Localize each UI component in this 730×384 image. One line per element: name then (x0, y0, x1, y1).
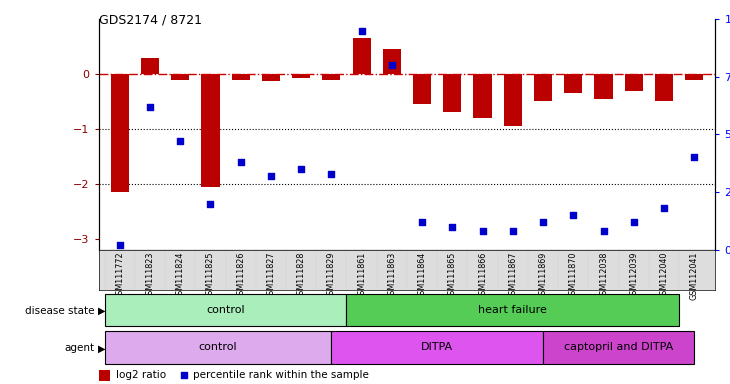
Text: GSM111863: GSM111863 (388, 252, 396, 300)
Text: GSM111866: GSM111866 (478, 252, 487, 300)
Point (144, 104, 155, 110)
Text: GSM111865: GSM111865 (447, 252, 457, 300)
Point (416, 219, 428, 225)
Point (628, 219, 639, 225)
Text: percentile rank within the sample: percentile rank within the sample (193, 370, 369, 381)
Bar (99, 370, 110, 381)
Bar (292, 74, 310, 78)
Text: GSM111864: GSM111864 (418, 252, 426, 300)
Bar (383, 50, 401, 74)
Text: GSM112041: GSM112041 (690, 252, 699, 300)
Bar (201, 74, 220, 187)
Text: GSM112040: GSM112040 (659, 252, 669, 300)
Bar (104, 331, 331, 364)
Text: GSM111870: GSM111870 (569, 252, 577, 300)
Text: GSM111828: GSM111828 (296, 252, 306, 300)
Point (235, 159, 247, 165)
Point (265, 173, 277, 179)
Bar (625, 74, 643, 91)
Bar (564, 74, 583, 93)
Bar (353, 38, 371, 74)
Bar (504, 74, 522, 126)
Text: control: control (207, 305, 245, 315)
Text: heart failure: heart failure (478, 305, 548, 315)
Text: control: control (199, 342, 237, 353)
Point (447, 223, 458, 230)
Bar (262, 74, 280, 81)
Text: GSM111823: GSM111823 (145, 252, 155, 300)
Bar (104, 294, 347, 326)
Text: agent: agent (65, 343, 95, 353)
Text: disease state: disease state (26, 306, 95, 316)
Text: GSM111772: GSM111772 (115, 252, 124, 300)
Point (114, 242, 126, 248)
Bar (111, 74, 128, 192)
Point (688, 154, 700, 161)
Point (567, 212, 579, 218)
Text: GSM111867: GSM111867 (508, 252, 518, 300)
Text: log2 ratio: log2 ratio (116, 370, 166, 381)
Bar (685, 74, 703, 79)
Point (386, 62, 398, 68)
Point (658, 205, 670, 211)
Point (537, 219, 549, 225)
Point (204, 200, 216, 207)
Text: GSM111825: GSM111825 (206, 252, 215, 300)
Text: GSM111861: GSM111861 (357, 252, 366, 300)
Point (178, 372, 190, 379)
Bar (543, 331, 694, 364)
Bar (534, 74, 552, 101)
Bar (655, 74, 673, 101)
Point (477, 228, 488, 234)
Bar (331, 331, 543, 364)
Point (356, 28, 367, 34)
Point (296, 166, 307, 172)
Point (507, 228, 518, 234)
Bar (231, 74, 250, 79)
Text: ▶: ▶ (98, 306, 105, 316)
Bar (413, 74, 431, 104)
Text: captopril and DITPA: captopril and DITPA (564, 342, 673, 353)
Text: GSM111869: GSM111869 (539, 252, 548, 300)
Point (598, 228, 610, 234)
Text: ▶: ▶ (98, 343, 105, 353)
Text: GSM111824: GSM111824 (176, 252, 185, 300)
Text: GSM111827: GSM111827 (266, 252, 275, 300)
Bar (171, 74, 189, 79)
Text: GSM112039: GSM112039 (629, 252, 638, 300)
Bar (347, 294, 679, 326)
Text: DITPA: DITPA (421, 342, 453, 353)
Bar (323, 74, 340, 79)
Text: GSM112038: GSM112038 (599, 252, 608, 300)
Bar (594, 74, 612, 99)
Text: GSM111829: GSM111829 (327, 252, 336, 300)
Text: GSM111826: GSM111826 (237, 252, 245, 300)
Point (326, 170, 337, 177)
Bar (443, 74, 461, 113)
Point (174, 138, 186, 144)
Text: GDS2174 / 8721: GDS2174 / 8721 (99, 13, 201, 26)
Bar (141, 58, 159, 74)
Bar (474, 74, 491, 118)
